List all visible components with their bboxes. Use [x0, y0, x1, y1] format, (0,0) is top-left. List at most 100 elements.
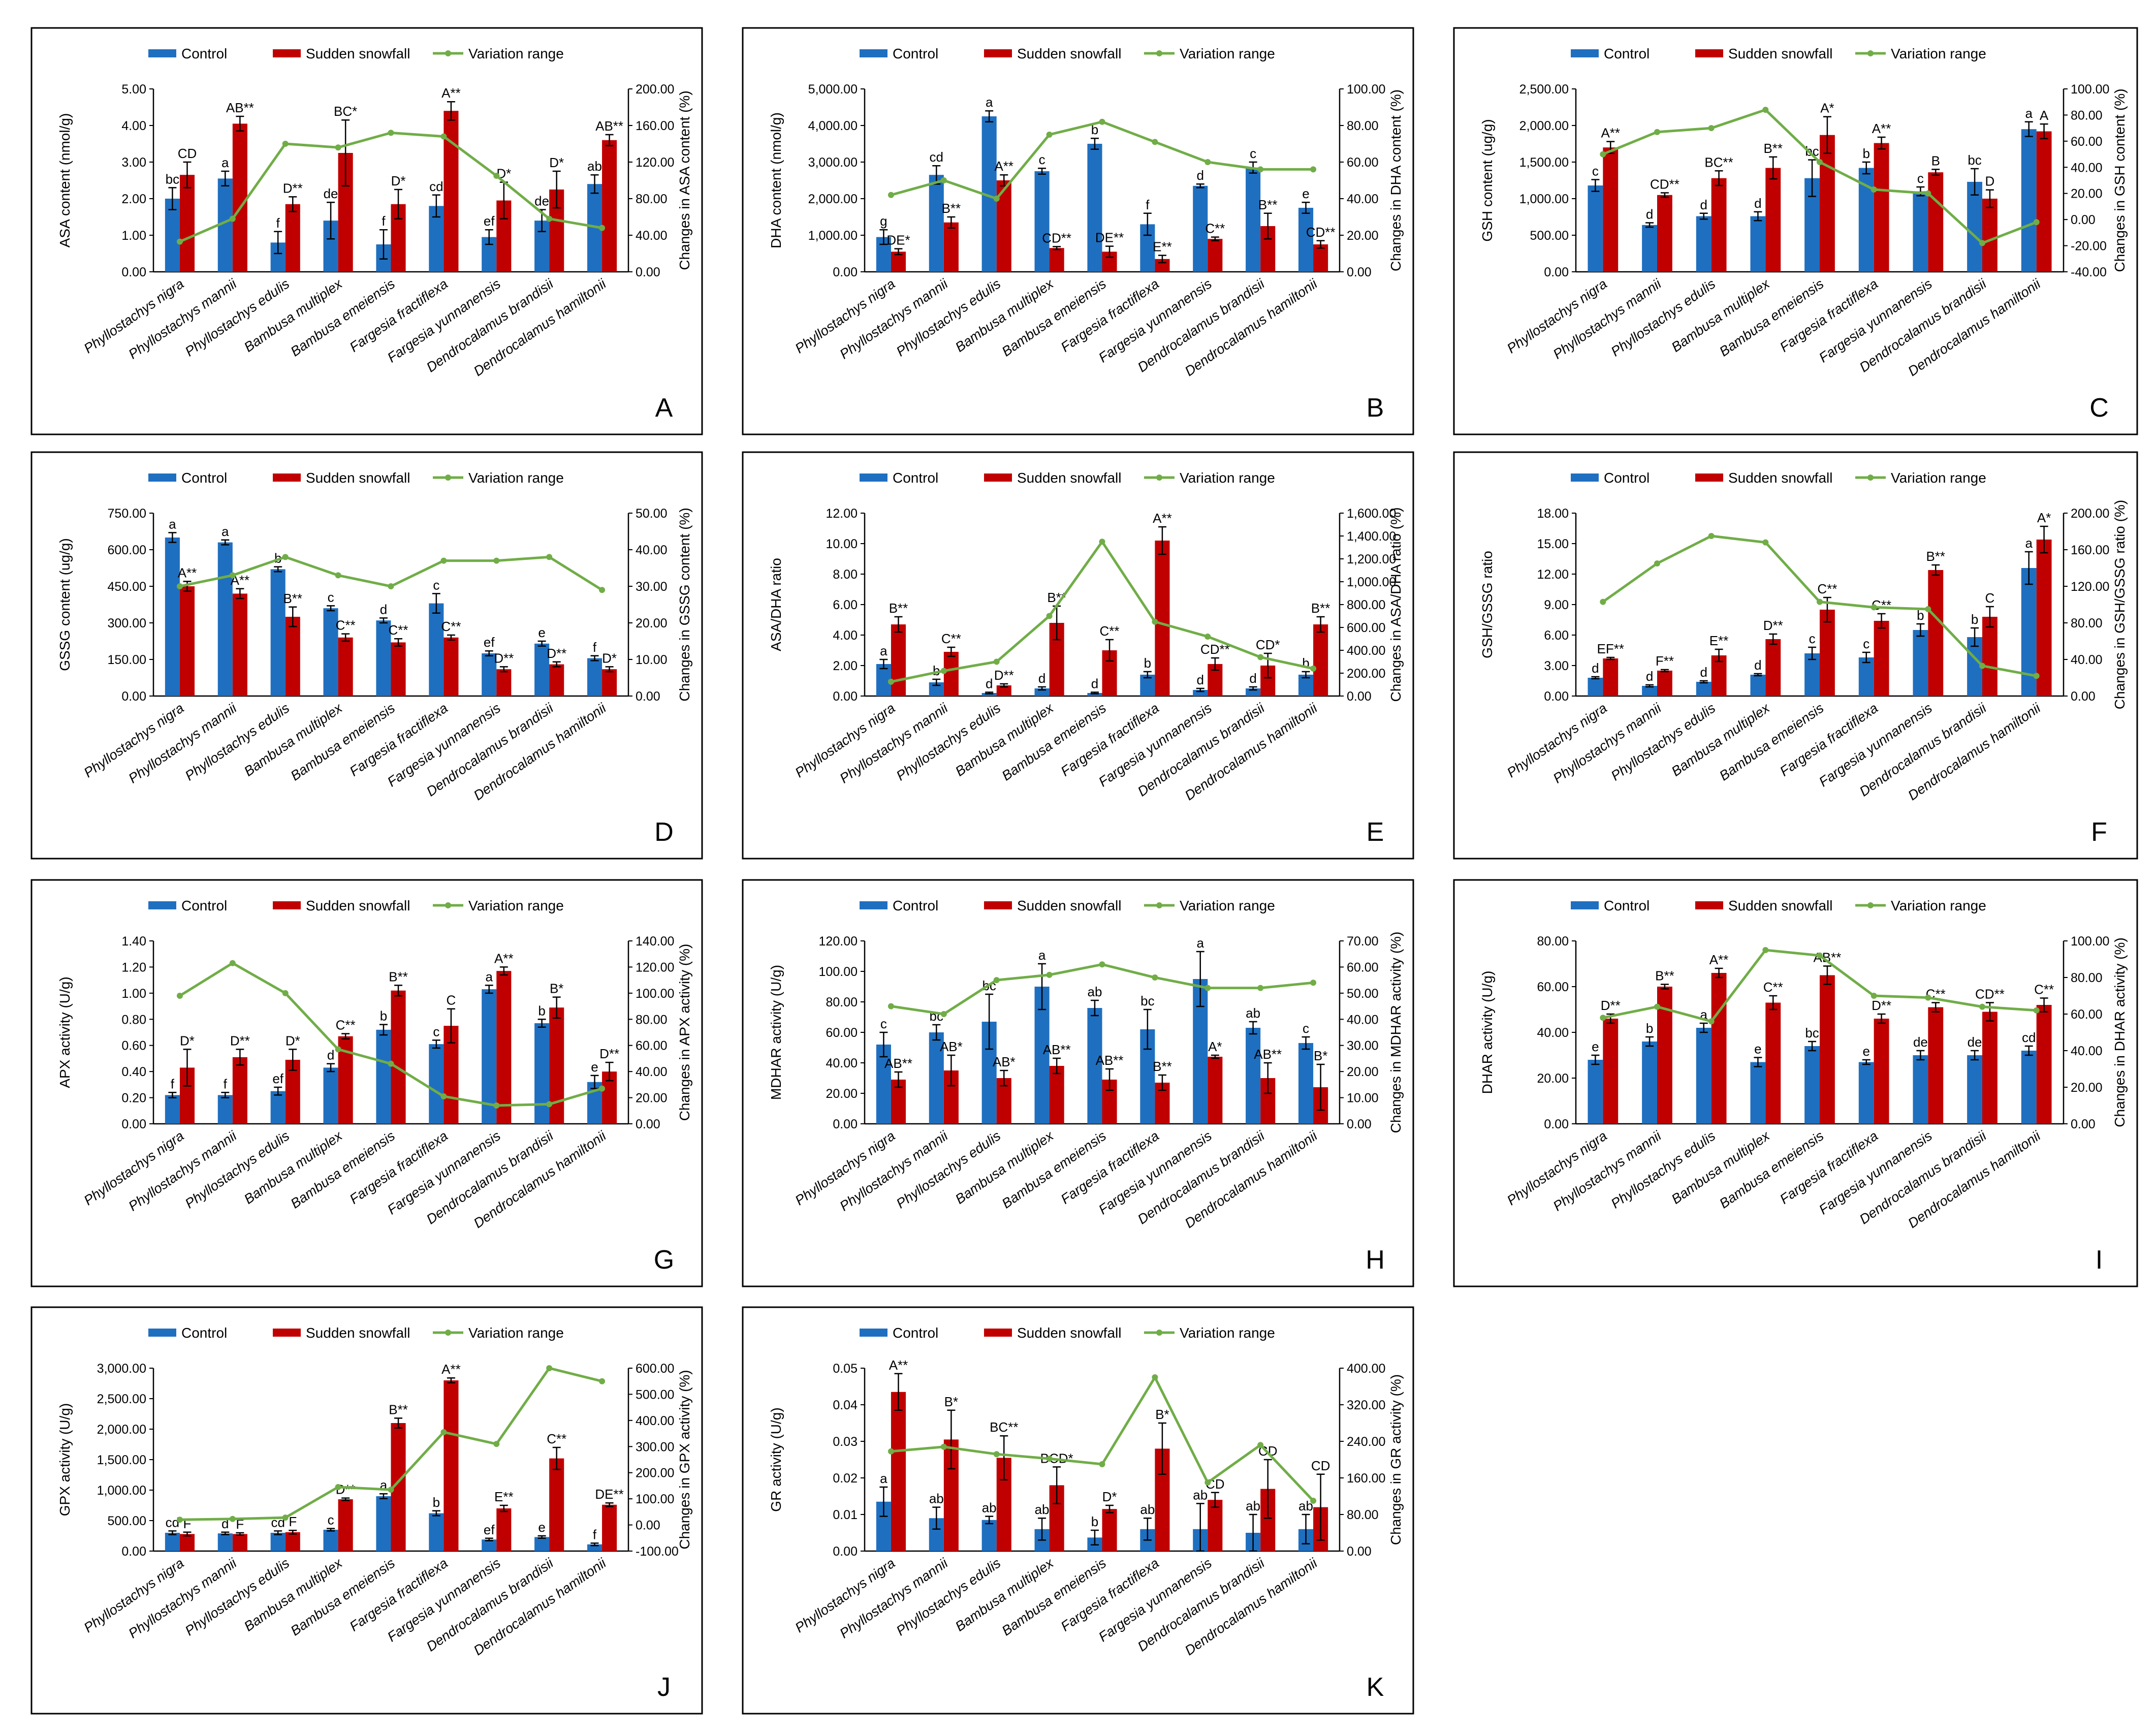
- variation-point: [1600, 151, 1606, 157]
- y-tick-label-right: 20.00: [2071, 1081, 2103, 1095]
- significance-label-control: a: [880, 643, 887, 658]
- bar-control: [1913, 1055, 1928, 1124]
- variation-point: [1600, 1015, 1606, 1021]
- significance-label-control: c: [1917, 171, 1924, 186]
- significance-label-snowfall: CD**: [1650, 176, 1679, 192]
- y-tick-label-left: 750.00: [108, 507, 146, 521]
- y-tick-label-right: 140.00: [636, 934, 674, 949]
- significance-label-control: e: [591, 1059, 598, 1075]
- bar-control: [1246, 1028, 1261, 1124]
- panel-letter: C: [2089, 393, 2109, 423]
- significance-label-control: ab: [982, 1500, 997, 1516]
- y-tick-label-left: 0.00: [1544, 1117, 1569, 1131]
- significance-label-control: de: [324, 186, 338, 201]
- significance-label-snowfall: B*: [944, 1394, 958, 1409]
- significance-label-snowfall: CD: [1311, 1458, 1330, 1473]
- significance-label-control: ef: [484, 1522, 495, 1537]
- bar-control: [2021, 1051, 2037, 1124]
- bar-control: [270, 1091, 286, 1124]
- y-tick-label-right: 60.00: [2071, 1007, 2103, 1022]
- y-tick-label-left: 20.00: [826, 1087, 858, 1101]
- bar-control: [981, 1520, 997, 1551]
- variation-point: [2033, 673, 2040, 679]
- y-tick-label-left: 20.00: [1537, 1071, 1569, 1086]
- significance-label-snowfall: D*: [549, 155, 564, 170]
- variation-point: [1099, 1461, 1105, 1467]
- legend-swatch-control: [148, 474, 176, 482]
- legend-marker-variation: [445, 475, 451, 481]
- significance-label-snowfall: A**: [494, 951, 514, 966]
- bar-snowfall: [1102, 1509, 1117, 1551]
- significance-label-snowfall: A**: [1153, 511, 1172, 526]
- y-tick-label-left: 4.00: [121, 119, 146, 133]
- y-tick-label-right: 120.00: [636, 155, 674, 170]
- panel-letter: J: [657, 1672, 671, 1702]
- significance-label-control: d: [1038, 671, 1045, 686]
- panel-letter: D: [654, 817, 674, 847]
- bar-control: [1588, 185, 1603, 272]
- significance-label-snowfall: AB**: [1043, 1042, 1071, 1057]
- y-tick-label-left: 450.00: [108, 580, 146, 594]
- bar-control: [534, 1537, 550, 1551]
- bar-control: [482, 653, 497, 696]
- legend-label-snowfall: Sudden snowfall: [1017, 898, 1121, 913]
- significance-label-snowfall: C**: [336, 618, 356, 633]
- bar-snowfall: [1711, 655, 1727, 696]
- y-tick-label-left: 1.00: [121, 987, 146, 1001]
- bar-snowfall: [1765, 639, 1781, 696]
- y-tick-label-right: 160.00: [636, 119, 674, 133]
- chart-panel-e: Control Sudden snowfall Variation range 0.0…: [742, 451, 1414, 860]
- significance-label-control: b: [538, 1003, 545, 1018]
- bar-snowfall: [443, 637, 459, 696]
- significance-label-snowfall: D*: [391, 173, 406, 188]
- y-tick-label-right: 160.00: [1347, 1471, 1385, 1486]
- legend-label-control: Control: [181, 470, 227, 486]
- bar-snowfall: [1982, 199, 1998, 272]
- y-tick-label-right: 160.00: [2071, 543, 2109, 557]
- y-tick-label-right: 300.00: [636, 1440, 674, 1454]
- significance-label-control: a: [169, 516, 176, 531]
- bar-snowfall: [1603, 147, 1619, 272]
- y-tick-label-right: 80.00: [2071, 971, 2103, 985]
- significance-label-control: ef: [272, 1071, 283, 1086]
- legend-label-variation: Variation range: [1180, 470, 1275, 486]
- variation-point: [1257, 985, 1264, 991]
- y-tick-label-right: 100.00: [1347, 82, 1385, 97]
- variation-point: [1762, 107, 1769, 113]
- significance-label-snowfall: C**: [389, 622, 408, 638]
- bar-control: [376, 1496, 391, 1551]
- bar-control: [482, 1539, 497, 1551]
- y-tick-label-left: 60.00: [1537, 980, 1569, 994]
- legend-swatch-snowfall: [1695, 49, 1723, 57]
- significance-label-control: bc: [166, 171, 179, 186]
- significance-label-control: cd: [2022, 1030, 2036, 1045]
- variation-point: [440, 1093, 447, 1099]
- significance-label-control: d: [1249, 671, 1256, 686]
- bar-snowfall: [2036, 540, 2052, 696]
- y-tick-label-left: 3,000.00: [97, 1362, 146, 1376]
- y-tick-label-right: 40.00: [1347, 192, 1379, 206]
- bar-snowfall: [1982, 617, 1998, 696]
- legend-swatch-snowfall: [1695, 474, 1723, 482]
- variation-point: [940, 1443, 947, 1450]
- legend: Control Sudden snowfall Variation range: [860, 46, 1275, 61]
- significance-label-control: b: [1144, 655, 1151, 671]
- significance-label-snowfall: D**: [1763, 618, 1783, 633]
- bar-control: [217, 542, 233, 696]
- significance-label-control: ab: [929, 1491, 944, 1506]
- bar-snowfall: [1928, 172, 1944, 272]
- significance-label-control: c: [1592, 164, 1599, 179]
- y-axis-title-left: DHA content (nmol/g): [768, 112, 784, 248]
- bar-snowfall: [1049, 1066, 1064, 1124]
- y-axis-title-right: Changes in MDHAR activity (%): [1388, 932, 1404, 1133]
- significance-label-control: d: [380, 602, 387, 617]
- variation-point: [1870, 993, 1877, 999]
- variation-point: [282, 1514, 289, 1521]
- bar-snowfall: [1208, 239, 1223, 272]
- significance-label-control: c: [1250, 146, 1256, 161]
- variation-point: [335, 572, 341, 579]
- y-tick-label-left: 80.00: [1537, 934, 1569, 949]
- y-tick-label-left: 0.05: [833, 1362, 858, 1376]
- legend: Control Sudden snowfall Variation range: [148, 1325, 564, 1341]
- y-tick-label-right: 40.00: [636, 543, 668, 557]
